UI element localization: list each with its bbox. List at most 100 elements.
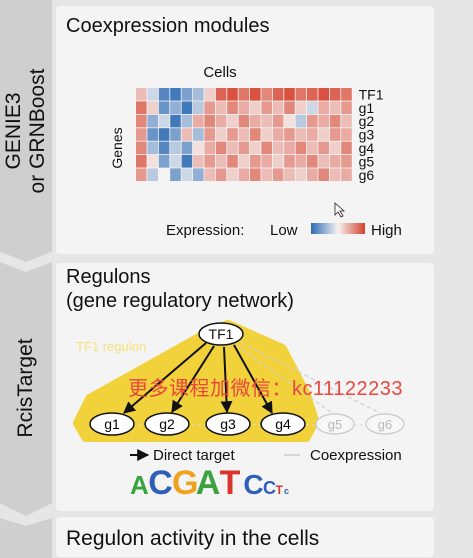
heatmap-cell <box>136 128 147 141</box>
heatmap-cell <box>193 101 204 114</box>
heatmap-cell <box>341 155 352 168</box>
heatmap-cell <box>181 155 193 168</box>
heatmap-cell <box>158 168 170 181</box>
heatmap-cell <box>250 88 261 101</box>
regulons-title: Regulons <box>66 266 151 288</box>
heatmap-row-label: g1 <box>359 100 375 116</box>
legend-high-label: High <box>371 222 402 239</box>
heatmap-row-label: g2 <box>359 113 375 129</box>
heatmap-cell <box>341 88 352 101</box>
heatmap-cell <box>204 101 215 114</box>
regulon-activity-title: Regulon activity in the cells <box>66 527 320 550</box>
legend-direct-target: Direct target <box>153 447 236 464</box>
heatmap-y-label: Genes <box>109 127 125 168</box>
heatmap-cell <box>227 114 238 128</box>
heatmap-cell <box>170 155 181 168</box>
heatmap-cell <box>250 155 261 168</box>
motif-letter: A <box>130 470 149 500</box>
target-node-g3 <box>205 412 251 436</box>
heatmap-row-label: g3 <box>359 127 375 143</box>
heatmap-cell <box>329 114 341 128</box>
direct-target-arrow <box>171 345 215 414</box>
regulons-panel: Regulons (gene regulatory network) TF1 r… <box>56 263 434 511</box>
heatmap-cell <box>272 168 284 181</box>
heatmap-cell <box>136 155 147 168</box>
motif-letter: A <box>196 464 221 502</box>
heatmap-cell <box>215 155 227 168</box>
heatmap-cell <box>341 101 352 114</box>
heatmap-cell <box>158 155 170 168</box>
heatmap-cell <box>215 141 227 155</box>
target-node-g2 <box>144 412 190 436</box>
heatmap-cell <box>215 128 227 141</box>
heatmap-cell <box>204 88 215 101</box>
heatmap-cell <box>341 168 352 181</box>
motif-letter: T <box>220 464 241 502</box>
heatmap-cell <box>136 168 147 181</box>
heatmap-cell <box>250 141 261 155</box>
heatmap-cell <box>204 168 215 181</box>
legend-low-label: Low <box>270 222 298 239</box>
heatmap-cell <box>295 88 307 101</box>
heatmap-cell <box>318 141 329 155</box>
heatmap-grid <box>136 88 352 181</box>
heatmap-cell <box>181 88 193 101</box>
heatmap-cell <box>341 128 352 141</box>
heatmap-cell <box>181 101 193 114</box>
heatmap-cell <box>227 88 238 101</box>
heatmap-cell <box>272 88 284 101</box>
heatmap-cell <box>193 88 204 101</box>
heatmap-cell <box>181 168 193 181</box>
heatmap-cell <box>318 88 329 101</box>
heatmap-cell <box>170 128 181 141</box>
heatmap-cell <box>295 114 307 128</box>
heatmap-cell <box>193 114 204 128</box>
regulon-label: TF1 regulon <box>76 339 146 354</box>
heatmap-cell <box>215 114 227 128</box>
target-node-label: g2 <box>159 416 175 432</box>
heatmap-cell <box>307 141 318 155</box>
coexpressed-node-label: g5 <box>328 417 342 432</box>
heatmap-cell <box>329 141 341 155</box>
coexpressed-node-label: g6 <box>378 417 392 432</box>
heatmap-cell <box>250 128 261 141</box>
heatmap-cell <box>158 128 170 141</box>
heatmap-cell <box>193 168 204 181</box>
coexpressed-node-g6 <box>365 413 405 435</box>
heatmap-cell <box>136 114 147 128</box>
heatmap-cell <box>170 101 181 114</box>
motif-letter: C <box>243 469 263 500</box>
heatmap-cell <box>272 114 284 128</box>
heatmap-cell <box>238 128 250 141</box>
heatmap-cell <box>170 114 181 128</box>
heatmap-cell <box>147 141 158 155</box>
step-arrow-aucell <box>0 518 52 558</box>
heatmap-cell <box>147 128 158 141</box>
heatmap-cell <box>158 88 170 101</box>
direct-target-arrow <box>123 342 207 414</box>
heatmap-cell <box>284 101 295 114</box>
coexpression-link <box>241 342 381 414</box>
heatmap-cell <box>329 155 341 168</box>
heatmap-cell <box>295 128 307 141</box>
direct-target-arrow <box>220 346 233 414</box>
step-label-rcistarget: RcisTarget <box>14 338 37 438</box>
heatmap-cell <box>238 88 250 101</box>
heatmap-cell <box>295 168 307 181</box>
watermark: 更多课程加微信：kc11122233 <box>128 378 404 400</box>
motif-letter: C <box>263 478 276 498</box>
heatmap-cell <box>147 114 158 128</box>
heatmap-cell <box>261 88 272 101</box>
heatmap-cell <box>215 168 227 181</box>
motif-letter: C <box>148 464 173 502</box>
heatmap-row-label: g4 <box>359 140 375 156</box>
heatmap-cell <box>284 168 295 181</box>
heatmap-cell <box>204 155 215 168</box>
heatmap-cell <box>193 141 204 155</box>
target-node-label: g1 <box>104 416 120 432</box>
heatmap-cell <box>272 128 284 141</box>
heatmap-cell <box>272 101 284 114</box>
heatmap-cell <box>227 155 238 168</box>
heatmap-cell <box>318 128 329 141</box>
target-node-g4 <box>260 412 306 436</box>
